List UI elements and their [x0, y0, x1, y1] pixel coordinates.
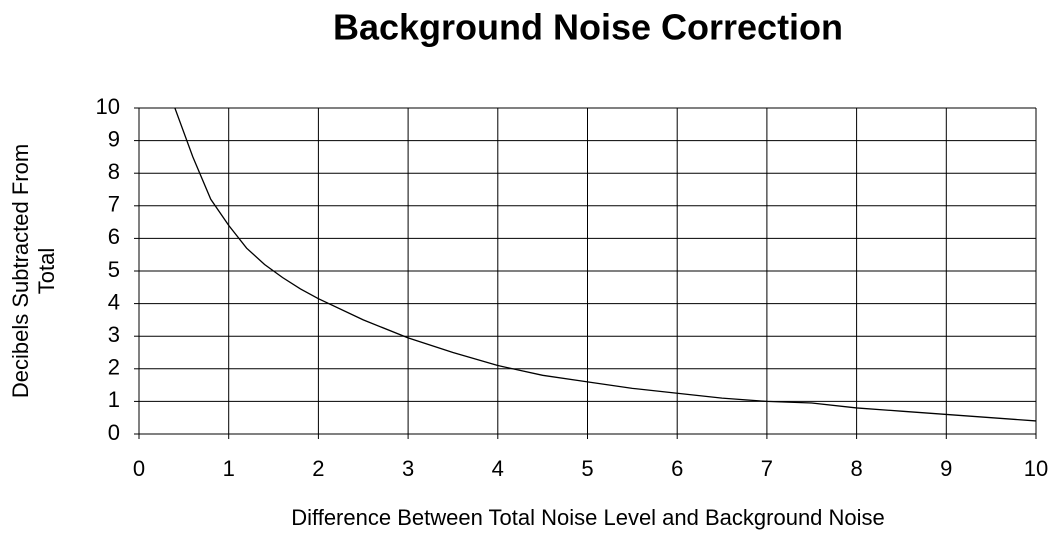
y-tick-label: 1: [108, 387, 120, 412]
x-tick-label: 10: [1024, 456, 1048, 481]
y-tick-label: 6: [108, 224, 120, 249]
x-tick-label: 3: [402, 456, 414, 481]
x-tick-label: 8: [850, 456, 862, 481]
line-series: [174, 107, 1037, 422]
chart-title: Background Noise Correction: [333, 7, 843, 48]
y-tick-label: 3: [108, 322, 120, 347]
x-tick-label: 7: [761, 456, 773, 481]
x-tick-label: 5: [581, 456, 593, 481]
y-tick-label: 2: [108, 355, 120, 380]
x-tick-label: 4: [492, 456, 504, 481]
y-tick-label: 0: [108, 420, 120, 445]
y-tick-label: 7: [108, 192, 120, 217]
y-axis-label: Decibels Subtracted From: [8, 144, 33, 398]
x-tick-label: 0: [133, 456, 145, 481]
y-tick-label: 4: [108, 289, 120, 314]
x-axis-label: Difference Between Total Noise Level and…: [291, 505, 885, 530]
x-tick-label: 1: [223, 456, 235, 481]
y-axis-label: Total: [34, 248, 59, 294]
x-tick-label: 9: [940, 456, 952, 481]
y-tick-label: 10: [96, 94, 120, 119]
y-tick-label: 9: [108, 126, 120, 151]
x-tick-label: 6: [671, 456, 683, 481]
y-tick-label: 5: [108, 257, 120, 282]
y-tick-label: 8: [108, 159, 120, 184]
x-tick-label: 2: [312, 456, 324, 481]
